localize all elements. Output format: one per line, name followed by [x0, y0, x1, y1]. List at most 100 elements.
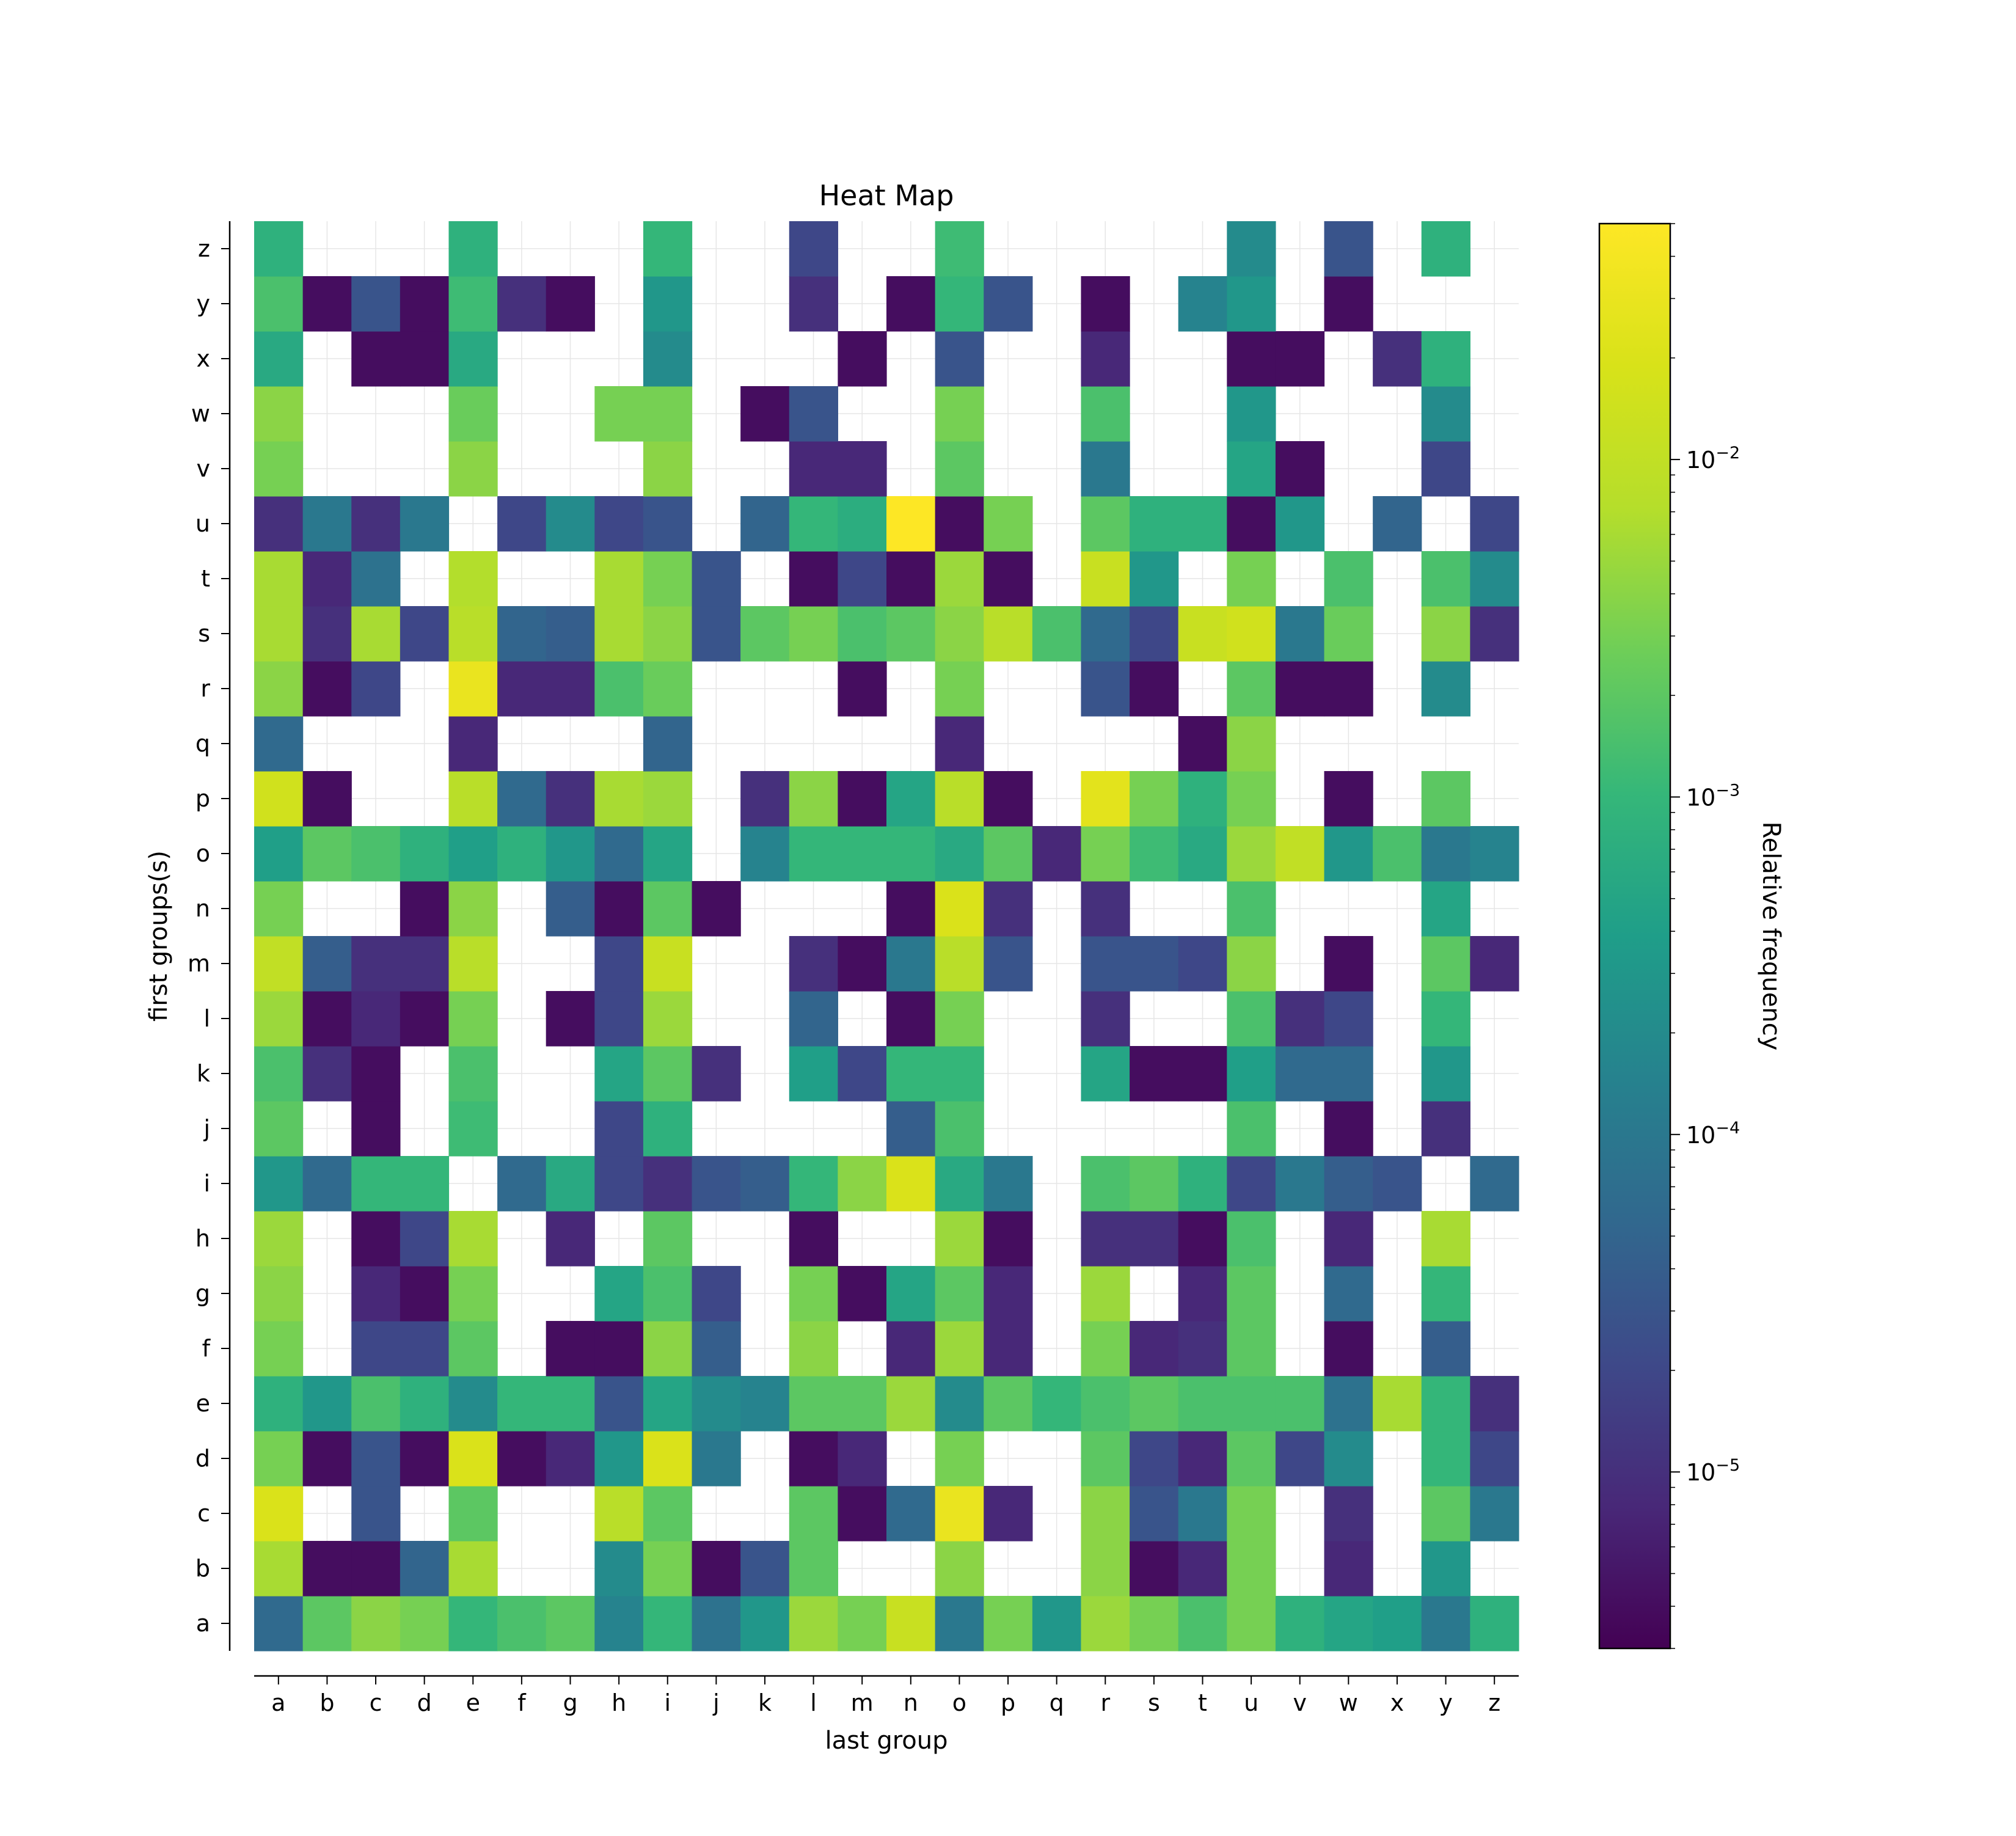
heatmap-cell-s-j	[692, 606, 741, 662]
y-tick-label-v: v	[197, 455, 211, 482]
heatmap-cell-a-a	[254, 1596, 304, 1651]
heatmap-cell-c-p	[984, 1486, 1033, 1542]
heatmap-cell-e-v	[1275, 1376, 1325, 1432]
heatmap-cell-r-r	[1081, 661, 1130, 717]
heatmap-cell-a-q	[1032, 1596, 1082, 1651]
heatmap-cell-h-w	[1324, 1211, 1373, 1267]
heatmap-cell-y-u	[1227, 276, 1276, 332]
heatmap-cell-b-d	[400, 1541, 450, 1596]
x-tick-label-z: z	[1488, 1689, 1500, 1716]
heatmap-cell-k-m	[838, 1046, 887, 1102]
heatmap-cell-w-i	[643, 386, 693, 442]
heatmap-cell-t-o	[935, 551, 984, 607]
x-tick-label-s: s	[1148, 1689, 1160, 1716]
chart-title: Heat Map	[819, 179, 954, 212]
y-tick-label-l: l	[203, 1005, 210, 1032]
heatmap-cell-s-d	[400, 606, 450, 662]
heatmap-cell-i-b	[302, 1156, 352, 1212]
heatmap-cell-u-c	[351, 496, 401, 552]
heatmap-cell-d-f	[497, 1431, 547, 1487]
heatmap-cell-r-a	[254, 661, 304, 717]
x-tick-label-i: i	[664, 1689, 671, 1716]
heatmap-cell-u-g	[546, 496, 595, 552]
heatmap-cell-h-d	[400, 1211, 450, 1267]
y-tick-label-t: t	[201, 565, 210, 592]
heatmap-cell-o-b	[302, 826, 352, 882]
heatmap-cell-o-t	[1178, 826, 1227, 882]
heatmap-cell-y-l	[789, 276, 838, 332]
heatmap-cell-a-u	[1227, 1596, 1276, 1651]
heatmap-cell-g-j	[692, 1266, 741, 1322]
heatmap-cell-e-u	[1227, 1376, 1276, 1432]
heatmap-cell-m-s	[1130, 936, 1179, 992]
heatmap-cell-j-c	[351, 1101, 401, 1157]
heatmap-cell-a-p	[984, 1596, 1033, 1651]
heatmap-cell-v-o	[935, 441, 984, 497]
heatmap-cell-w-l	[789, 386, 838, 442]
heatmap-cell-c-c	[351, 1486, 401, 1542]
heatmap-cell-m-c	[351, 936, 401, 992]
heatmap-cell-x-u	[1227, 331, 1276, 387]
heatmap-cell-l-d	[400, 991, 450, 1047]
heatmap-cell-n-p	[984, 881, 1033, 937]
y-tick-label-o: o	[196, 840, 210, 867]
heatmap-cell-u-b	[302, 496, 352, 552]
heatmap-cell-a-r	[1081, 1596, 1130, 1651]
heatmap-cell-z-o	[935, 221, 984, 277]
heatmap-cell-t-m	[838, 551, 887, 607]
heatmap-cell-c-n	[886, 1486, 936, 1542]
heatmap-cell-z-l	[789, 221, 838, 277]
heatmap-cell-f-o	[935, 1321, 984, 1377]
x-tick-label-v: v	[1293, 1689, 1307, 1716]
heatmap-cell-e-x	[1373, 1376, 1422, 1432]
heatmap-cell-f-s	[1130, 1321, 1179, 1377]
heatmap-cell-o-r	[1081, 826, 1130, 882]
heatmap-cell-s-g	[546, 606, 595, 662]
heatmap-cell-a-e	[448, 1596, 498, 1651]
heatmap-cell-a-h	[594, 1596, 644, 1651]
heatmap-cell-p-k	[740, 771, 790, 827]
heatmap-cell-i-j	[692, 1156, 741, 1212]
heatmap-cell-x-o	[935, 331, 984, 387]
heatmap-cell-f-p	[984, 1321, 1033, 1377]
heatmap-cell-a-t	[1178, 1596, 1227, 1651]
y-tick-label-h: h	[195, 1225, 210, 1252]
heatmap-cell-f-y	[1421, 1321, 1470, 1377]
heatmap-cell-k-l	[789, 1046, 838, 1102]
heatmap-cell-k-b	[302, 1046, 352, 1102]
heatmap-cell-q-t	[1178, 716, 1227, 772]
heatmap-cell-p-f	[497, 771, 547, 827]
heatmap-cell-c-r	[1081, 1486, 1130, 1542]
heatmap-cell-q-i	[643, 716, 693, 772]
heatmap-cell-r-s	[1130, 661, 1179, 717]
heatmap-cell-s-c	[351, 606, 401, 662]
heatmap-cell-b-i	[643, 1541, 693, 1596]
x-axis-label: last group	[825, 1727, 948, 1755]
heatmap-cell-m-u	[1227, 936, 1276, 992]
heatmap-cell-t-z	[1470, 551, 1519, 607]
heatmap-cell-w-a	[254, 386, 304, 442]
heatmap-cell-d-v	[1275, 1431, 1325, 1487]
heatmap-cell-s-o	[935, 606, 984, 662]
heatmap-cell-q-e	[448, 716, 498, 772]
heatmap-cell-g-y	[1421, 1266, 1470, 1322]
heatmap-cell-o-z	[1470, 826, 1519, 882]
heatmap-cell-k-c	[351, 1046, 401, 1102]
heatmap-cell-n-i	[643, 881, 693, 937]
heatmap-cell-w-e	[448, 386, 498, 442]
heatmap-cell-c-m	[838, 1486, 887, 1542]
heatmap-cell-l-w	[1324, 991, 1373, 1047]
heatmap-cell-e-e	[448, 1376, 498, 1432]
heatmap-cell-o-h	[594, 826, 644, 882]
heatmap-cell-p-y	[1421, 771, 1470, 827]
heatmap-cell-i-t	[1178, 1156, 1227, 1212]
heatmap-cell-d-t	[1178, 1431, 1227, 1487]
heatmap-cell-n-y	[1421, 881, 1470, 937]
heatmap-cell-l-u	[1227, 991, 1276, 1047]
heatmap-cell-g-e	[448, 1266, 498, 1322]
heatmap-cell-j-w	[1324, 1101, 1373, 1157]
heatmap-cell-c-a	[254, 1486, 304, 1542]
heatmap-cell-y-t	[1178, 276, 1227, 332]
heatmap-cell-k-w	[1324, 1046, 1373, 1102]
